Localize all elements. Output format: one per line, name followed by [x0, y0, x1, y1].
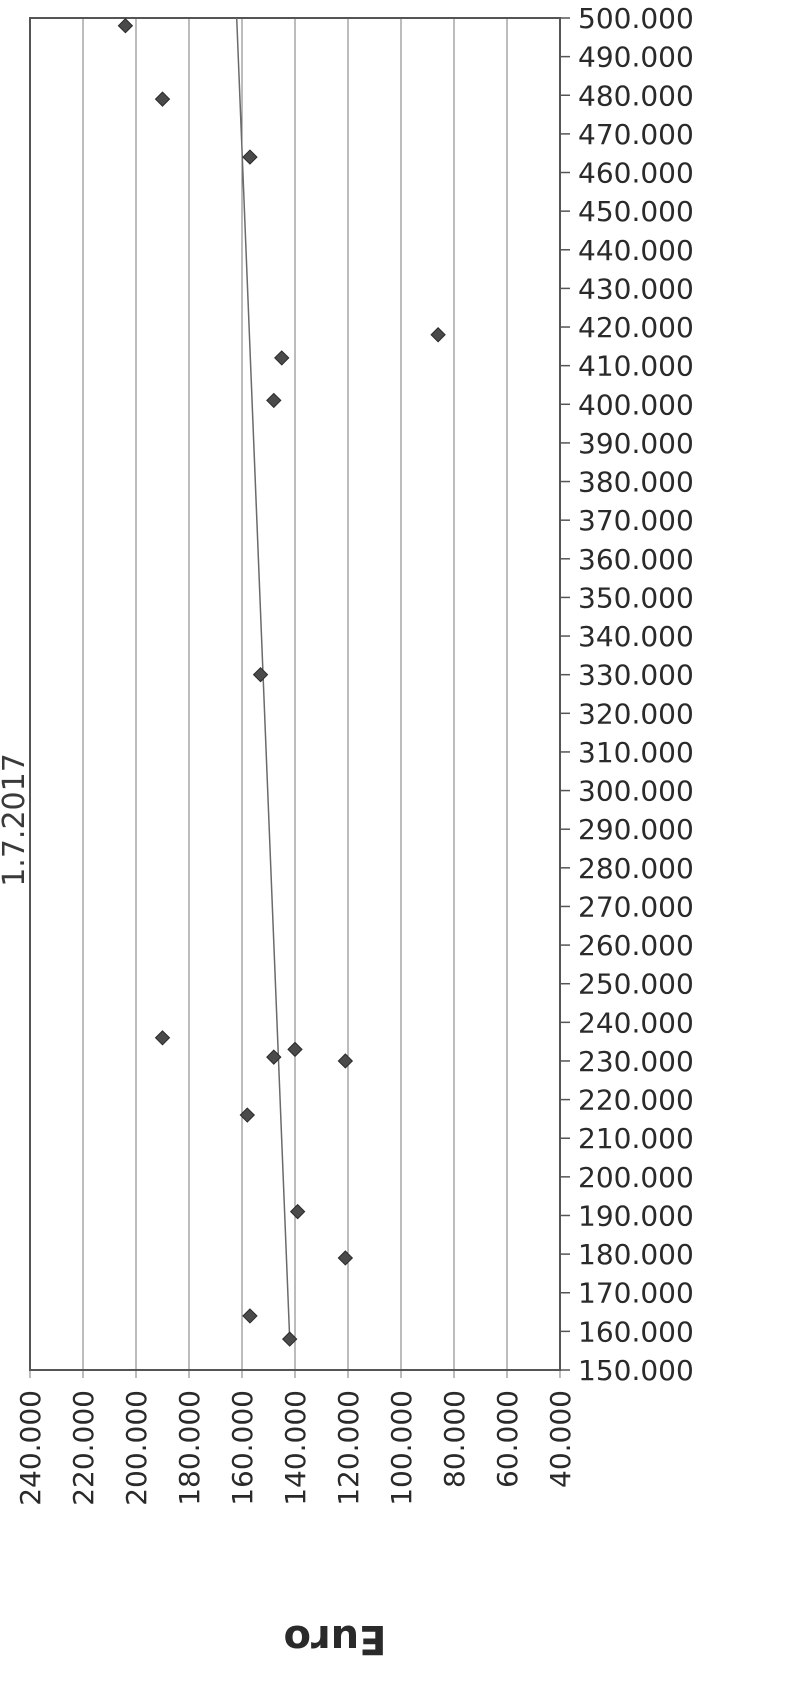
- x-tick-label: 60.000: [491, 1390, 524, 1488]
- data-point: [266, 1049, 282, 1065]
- y-tick-label: 250.000: [578, 968, 694, 1001]
- y-tick-label: 470.000: [578, 118, 694, 151]
- y-tick-label: 480.000: [578, 79, 694, 112]
- y-tick-label: 170.000: [578, 1277, 694, 1310]
- x-axis-title: Euro: [283, 1616, 386, 1662]
- plot-area-frame: [29, 17, 561, 1371]
- y-tick-label: 340.000: [578, 620, 694, 653]
- y-tick-label: 320.000: [578, 697, 694, 730]
- y-tick-label: 300.000: [578, 775, 694, 808]
- y-tick-label: 420.000: [578, 311, 694, 344]
- y-tick-label: 160.000: [578, 1315, 694, 1348]
- y-tick-label: 310.000: [578, 736, 694, 769]
- data-point: [117, 18, 134, 34]
- y-tick-label: 240.000: [578, 1006, 694, 1039]
- x-tick-label: 100.000: [385, 1390, 418, 1506]
- data-point: [266, 392, 282, 409]
- data-point: [154, 1030, 171, 1046]
- y-tick-label: 450.000: [578, 195, 694, 228]
- y-tick-label: 190.000: [578, 1199, 694, 1232]
- y-tick-label: 380.000: [578, 466, 694, 499]
- y-tick-label: 500.000: [578, 2, 694, 35]
- data-point: [239, 1107, 256, 1123]
- x-tick-label: 40.000: [544, 1390, 577, 1488]
- data-point: [337, 1053, 354, 1069]
- y-tick-label: 230.000: [578, 1045, 694, 1078]
- data-point: [430, 327, 446, 343]
- data-point: [281, 1331, 298, 1347]
- y-tick-label: 360.000: [578, 543, 694, 576]
- y-tick-label: 210.000: [578, 1122, 694, 1155]
- y-tick-label: 290.000: [578, 813, 694, 846]
- x-tick-label: 200.000: [120, 1390, 153, 1506]
- y-tick-label: 410.000: [578, 350, 694, 383]
- x-tick-label: 120.000: [332, 1390, 365, 1506]
- y-tick-label: 150.000: [578, 1354, 694, 1387]
- x-tick-label: 240.000: [14, 1390, 47, 1506]
- chart-title: 1.7.2017: [0, 753, 32, 887]
- x-tick-label: 180.000: [173, 1390, 206, 1506]
- x-tick-label: 160.000: [226, 1390, 259, 1506]
- data-point: [337, 1250, 354, 1266]
- data-point: [287, 1041, 303, 1058]
- data-point: [242, 149, 258, 165]
- y-axis-ticks: 150.000 160.000 170.000 180.000 190.000 200.0…: [560, 2, 694, 1387]
- y-tick-label: 350.000: [578, 581, 694, 614]
- y-tick-label: 390.000: [578, 427, 694, 460]
- x-tick-label: 140.000: [279, 1390, 312, 1506]
- data-point: [154, 91, 171, 107]
- y-tick-label: 430.000: [578, 272, 694, 305]
- data-point: [274, 350, 290, 366]
- x-axis-ticks: 240.000 220.000 200.000 180.000 160.000 140.0…: [14, 1390, 577, 1506]
- y-tick-label: 180.000: [578, 1238, 694, 1271]
- y-tick-label: 490.000: [578, 41, 694, 74]
- y-tick-label: 280.000: [578, 852, 694, 885]
- y-tick-label: 220.000: [578, 1084, 694, 1117]
- y-tick-label: 460.000: [578, 157, 694, 190]
- y-tick-label: 260.000: [578, 929, 694, 962]
- data-points: [117, 18, 446, 1347]
- y-tick-label: 400.000: [578, 388, 694, 421]
- data-point: [289, 1203, 306, 1220]
- y-tick-label: 440.000: [578, 234, 694, 267]
- y-tick-label: 270.000: [578, 890, 694, 923]
- x-tick-label: 220.000: [67, 1390, 100, 1506]
- y-tick-label: 200.000: [578, 1161, 694, 1194]
- x-tick-label: 80.000: [438, 1390, 471, 1488]
- grid-lines: [29, 18, 561, 1378]
- y-tick-label: 370.000: [578, 504, 694, 537]
- data-point: [242, 1308, 258, 1324]
- data-point: [252, 666, 269, 683]
- y-tick-label: 330.000: [578, 659, 694, 692]
